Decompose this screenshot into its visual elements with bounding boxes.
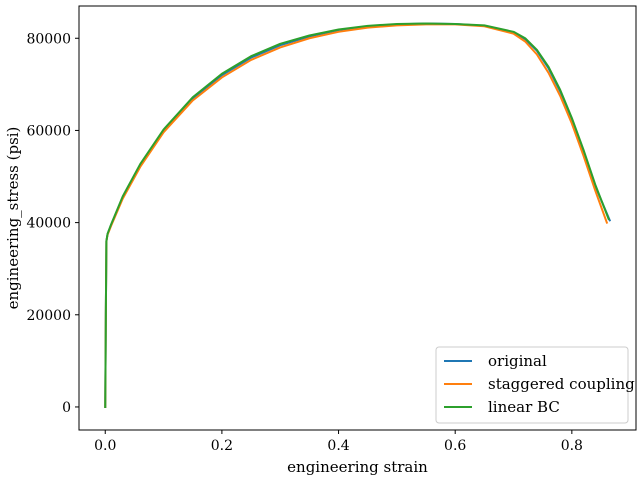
legend-label: original — [488, 352, 547, 370]
x-tick-label: 0.4 — [327, 438, 349, 454]
legend-label: staggered coupling — [488, 375, 635, 393]
series-line-2 — [104, 22, 610, 408]
x-tick-label: 0.8 — [561, 438, 583, 454]
y-tick-label: 80000 — [26, 31, 71, 47]
y-tick-label: 40000 — [26, 216, 71, 232]
x-tick-label: 0.6 — [444, 438, 466, 454]
x-axis-label: engineering strain — [287, 458, 428, 476]
series-lines — [104, 22, 612, 408]
legend: original staggered coupling linear BC — [435, 346, 635, 424]
y-axis-label: engineering_stress (psi) — [4, 127, 22, 310]
y-tick-label: 20000 — [26, 308, 71, 324]
y-tick-label: 0 — [62, 400, 71, 416]
x-axis: 0.0 0.2 0.4 0.6 0.8 — [94, 430, 583, 454]
plot-frame — [78, 5, 637, 431]
x-tick-label: 0.0 — [94, 438, 116, 454]
y-tick-label: 60000 — [26, 123, 71, 139]
legend-box — [435, 346, 629, 424]
legend-label: linear BC — [488, 398, 560, 416]
x-tick-label: 0.2 — [211, 438, 233, 454]
y-axis: 0 20000 40000 60000 80000 — [26, 31, 79, 416]
